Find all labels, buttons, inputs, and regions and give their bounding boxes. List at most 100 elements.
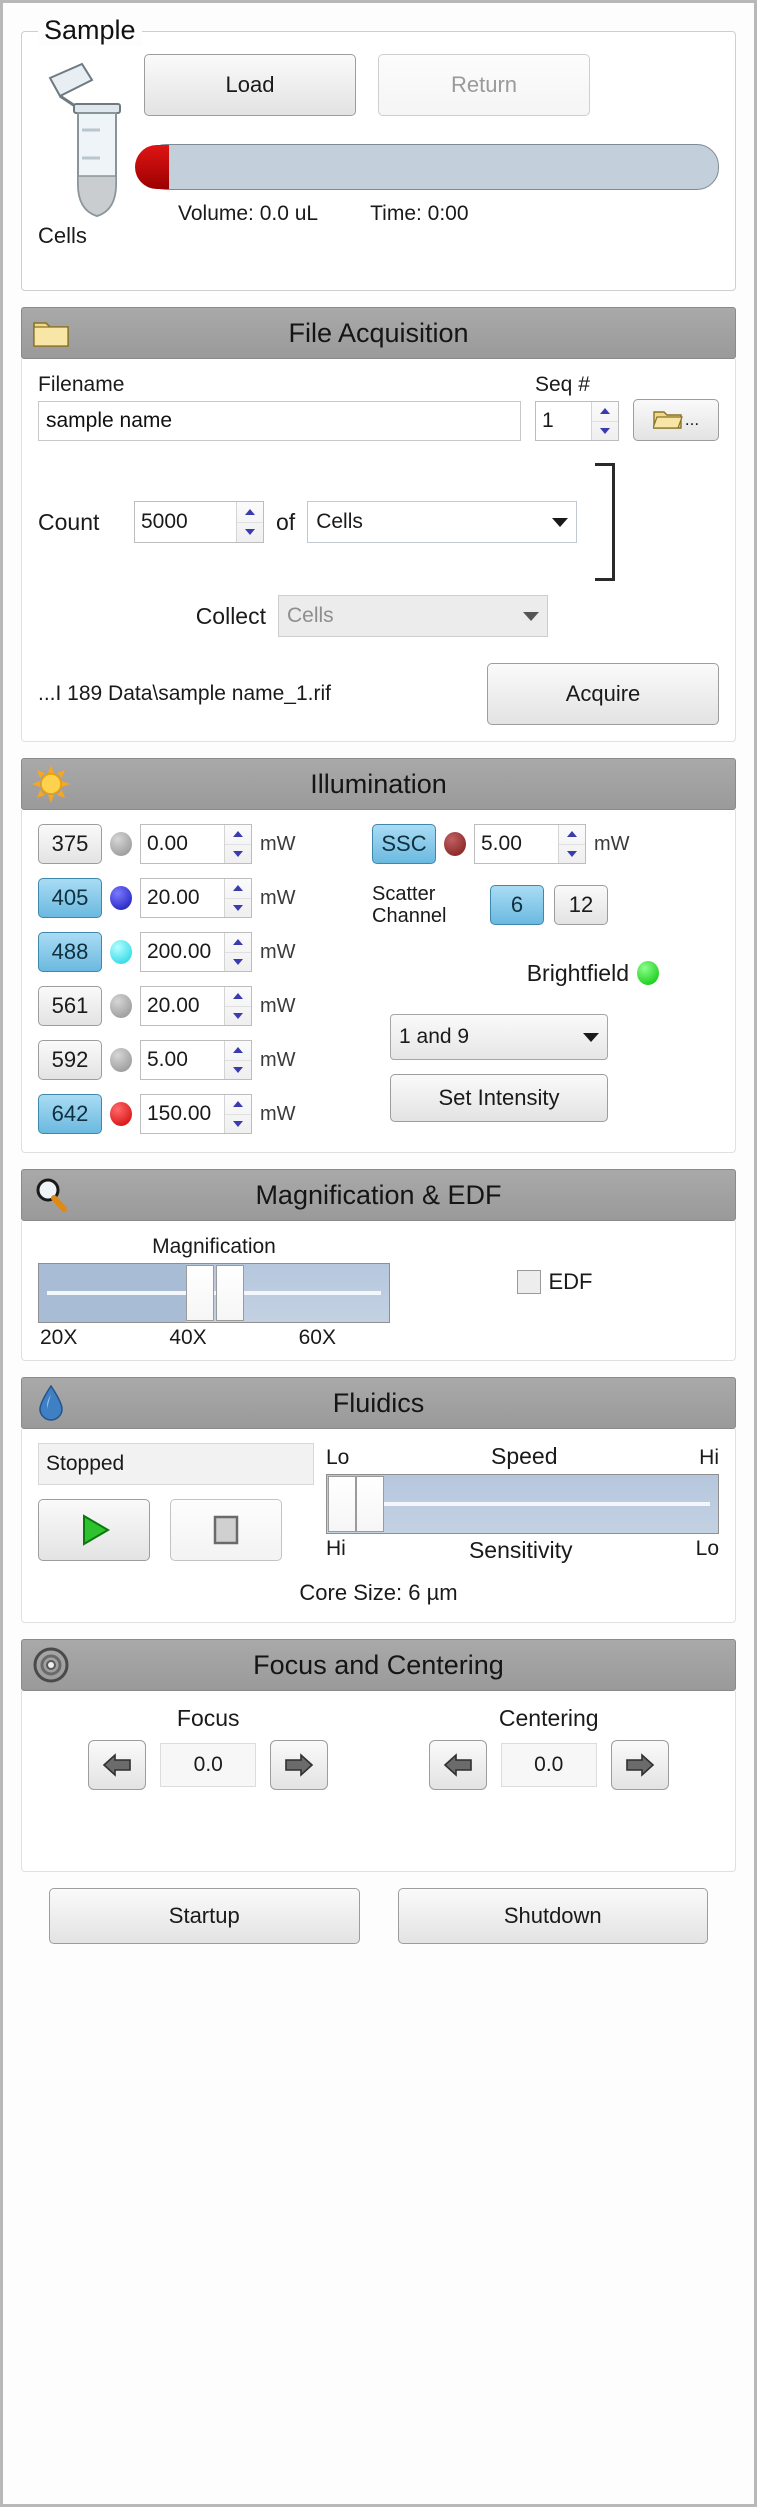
sensitivity-lo-label: Lo: [695, 1537, 719, 1560]
laser-toggle-375[interactable]: 375: [38, 824, 102, 864]
fluidics-run-button[interactable]: [38, 1499, 150, 1561]
acquire-button[interactable]: Acquire: [487, 663, 719, 725]
laser-power-592[interactable]: 5.00: [140, 1040, 252, 1080]
laser-power-arrows-488[interactable]: [224, 933, 251, 971]
seq-arrows[interactable]: [591, 402, 618, 440]
laser-power-arrows-642[interactable]: [224, 1095, 251, 1133]
set-intensity-button[interactable]: Set Intensity: [390, 1074, 608, 1122]
mag-tick-60x: 60X: [298, 1326, 336, 1349]
laser-power-arrows-592[interactable]: [224, 1041, 251, 1079]
laser-power-375[interactable]: 0.00: [140, 824, 252, 864]
fluidics-slider-thumb-secondary[interactable]: [356, 1476, 384, 1532]
ssc-toggle[interactable]: SSC: [372, 824, 436, 864]
speed-lo-label: Lo: [326, 1446, 350, 1469]
laser-power-value-488[interactable]: 200.00: [147, 940, 212, 963]
up-arrow[interactable]: [225, 1041, 251, 1061]
laser-power-arrows-405[interactable]: [224, 879, 251, 917]
count-stepper[interactable]: 5000: [134, 501, 264, 543]
magnification-slider-rail: [47, 1291, 381, 1295]
centering-label: Centering: [498, 1705, 599, 1731]
laser-toggle-488[interactable]: 488: [38, 932, 102, 972]
seq-value[interactable]: 1: [542, 409, 554, 432]
count-type-select[interactable]: Cells: [307, 501, 578, 543]
set-intensity-row: Set Intensity: [372, 1074, 719, 1122]
laser-power-arrows-561[interactable]: [224, 987, 251, 1025]
laser-power-488[interactable]: 200.00: [140, 932, 252, 972]
centering-decrement-button[interactable]: [428, 1740, 487, 1790]
laser-power-405[interactable]: 20.00: [140, 878, 252, 918]
seq-stepper[interactable]: 1: [535, 401, 619, 441]
fluidics-stop-button[interactable]: [170, 1499, 282, 1561]
fluidics-header: Fluidics: [21, 1377, 736, 1429]
file-acquisition-header: File Acquisition: [21, 307, 736, 359]
focus-label: Focus: [176, 1705, 240, 1731]
up-arrow[interactable]: [225, 825, 251, 845]
laser-color-dot-642: [110, 1102, 132, 1126]
scatter-channel-row: Scatter Channel 6 12: [372, 878, 719, 932]
count-arrows[interactable]: [236, 502, 263, 542]
laser-power-value-405[interactable]: 20.00: [147, 886, 200, 909]
centering-group: Centering 0.0: [379, 1705, 720, 1790]
count-down-arrow[interactable]: [237, 523, 263, 543]
ssc-color-dot: [444, 832, 466, 856]
laser-power-561[interactable]: 20.00: [140, 986, 252, 1026]
illumination-right-column: SSC 5.00 mW Scatter Channel: [366, 824, 719, 1136]
laser-power-value-642[interactable]: 150.00: [147, 1102, 212, 1125]
collect-type-select[interactable]: Cells: [278, 595, 548, 637]
illumination-title: Illumination: [310, 768, 447, 799]
laser-power-value-561[interactable]: 20.00: [147, 994, 200, 1017]
laser-toggle-592[interactable]: 592: [38, 1040, 102, 1080]
down-arrow[interactable]: [225, 845, 251, 864]
up-arrow[interactable]: [225, 987, 251, 1007]
brightfield-indicator: [637, 961, 659, 985]
browse-button[interactable]: ...: [633, 399, 719, 441]
fluidics-speed-slider[interactable]: [326, 1474, 719, 1534]
fluidics-controls: Stopped: [38, 1443, 314, 1564]
ssc-power[interactable]: 5.00: [474, 824, 586, 864]
magnification-slider-thumb[interactable]: [186, 1265, 214, 1321]
arrow-right-icon: [625, 1753, 654, 1777]
up-arrow[interactable]: [225, 933, 251, 953]
brightfield-channel-select[interactable]: 1 and 9: [390, 1014, 608, 1060]
laser-power-642[interactable]: 150.00: [140, 1094, 252, 1134]
down-arrow[interactable]: [225, 1007, 251, 1026]
edf-checkbox[interactable]: [516, 1270, 541, 1294]
laser-power-value-592[interactable]: 5.00: [147, 1048, 188, 1071]
laser-toggle-405[interactable]: 405: [38, 878, 102, 918]
fluidics-slider-thumb[interactable]: [328, 1476, 356, 1532]
count-value[interactable]: 5000: [141, 510, 188, 533]
startup-button[interactable]: Startup: [49, 1888, 360, 1944]
mag-tick-20x: 20X: [40, 1326, 78, 1349]
laser-unit-642: mW: [260, 1102, 296, 1125]
down-arrow[interactable]: [559, 845, 585, 864]
laser-power-arrows-375[interactable]: [224, 825, 251, 863]
seq-up-arrow[interactable]: [592, 402, 618, 422]
scatter-channel-option-6[interactable]: 6: [490, 885, 544, 925]
scatter-channel-option-12[interactable]: 12: [554, 885, 608, 925]
up-arrow[interactable]: [225, 1095, 251, 1115]
fluidics-status: Stopped: [38, 1443, 314, 1485]
down-arrow[interactable]: [225, 953, 251, 972]
seq-down-arrow[interactable]: [592, 422, 618, 441]
down-arrow[interactable]: [225, 1061, 251, 1080]
focus-decrement-button[interactable]: [88, 1740, 147, 1790]
laser-power-value-375[interactable]: 0.00: [147, 832, 188, 855]
ssc-power-value[interactable]: 5.00: [481, 832, 522, 855]
centering-increment-button[interactable]: [610, 1740, 669, 1790]
up-arrow[interactable]: [559, 825, 585, 845]
magnification-header: Magnification & EDF: [21, 1169, 736, 1221]
focus-increment-button[interactable]: [270, 1740, 329, 1790]
load-button[interactable]: Load: [144, 54, 356, 116]
down-arrow[interactable]: [225, 899, 251, 918]
ssc-power-arrows[interactable]: [558, 825, 585, 863]
laser-toggle-561[interactable]: 561: [38, 986, 102, 1026]
count-up-arrow[interactable]: [237, 502, 263, 523]
up-arrow[interactable]: [225, 879, 251, 899]
down-arrow[interactable]: [225, 1115, 251, 1134]
magnification-slider-thumb-secondary[interactable]: [215, 1265, 244, 1321]
shutdown-button[interactable]: Shutdown: [397, 1888, 708, 1944]
return-button[interactable]: Return: [378, 54, 590, 116]
magnification-slider[interactable]: [38, 1263, 390, 1323]
laser-toggle-642[interactable]: 642: [38, 1094, 102, 1134]
filename-input[interactable]: sample name: [38, 401, 521, 441]
